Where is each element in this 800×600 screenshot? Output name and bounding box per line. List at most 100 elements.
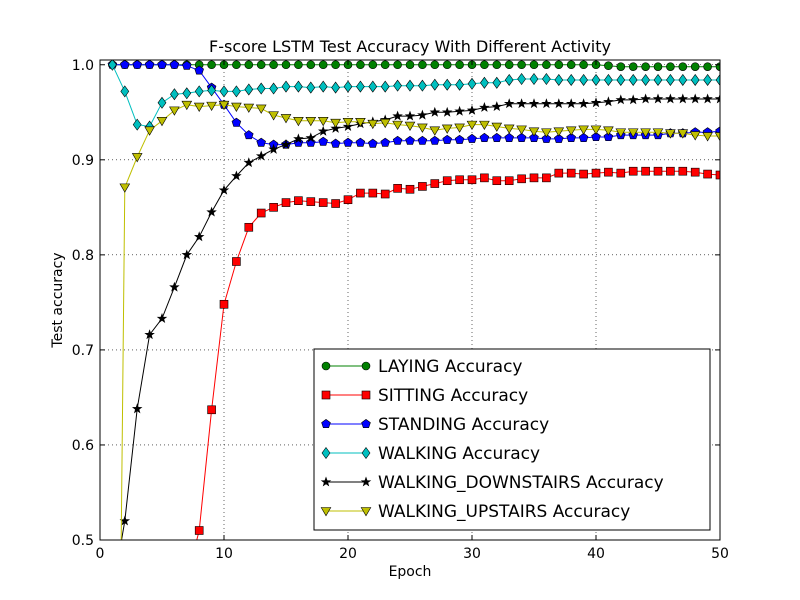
data-point bbox=[455, 175, 464, 185]
data-point bbox=[219, 299, 229, 309]
data-point bbox=[342, 117, 354, 128]
data-point bbox=[554, 168, 564, 178]
data-point bbox=[504, 60, 514, 70]
data-point bbox=[578, 98, 589, 109]
data-point bbox=[529, 173, 539, 183]
data-point bbox=[627, 128, 639, 138]
data-point bbox=[157, 60, 167, 69]
data-point bbox=[466, 120, 478, 131]
data-point bbox=[565, 98, 577, 109]
data-point bbox=[689, 131, 701, 141]
data-point bbox=[243, 157, 255, 168]
data-point bbox=[268, 143, 279, 154]
data-point bbox=[169, 281, 180, 292]
data-point bbox=[541, 98, 552, 109]
data-point bbox=[417, 135, 428, 145]
data-point bbox=[652, 93, 664, 104]
data-point bbox=[331, 199, 340, 208]
data-point bbox=[542, 72, 551, 86]
data-point bbox=[392, 135, 403, 145]
data-point bbox=[715, 170, 720, 180]
data-point bbox=[677, 129, 689, 139]
data-point bbox=[541, 133, 552, 143]
data-point bbox=[554, 60, 564, 70]
data-point bbox=[244, 83, 254, 96]
data-point bbox=[120, 85, 130, 98]
plot-frame bbox=[99, 59, 721, 541]
data-point bbox=[566, 132, 576, 142]
data-point bbox=[380, 60, 390, 70]
data-point bbox=[318, 60, 328, 70]
data-point bbox=[405, 60, 415, 70]
data-point bbox=[678, 166, 688, 176]
data-point bbox=[492, 60, 502, 70]
data-point bbox=[418, 182, 427, 191]
data-point bbox=[255, 150, 267, 161]
data-point bbox=[144, 329, 155, 340]
data-point bbox=[206, 101, 217, 112]
data-point bbox=[467, 133, 477, 143]
data-point bbox=[131, 403, 143, 414]
data-point bbox=[119, 183, 131, 193]
data-point bbox=[653, 62, 663, 71]
legend-marker bbox=[320, 507, 332, 517]
data-point bbox=[690, 167, 700, 177]
data-point bbox=[542, 60, 551, 70]
data-point bbox=[517, 60, 526, 70]
x-tick-label: 10 bbox=[215, 546, 233, 562]
data-point bbox=[504, 176, 514, 186]
data-point bbox=[318, 136, 328, 146]
data-point bbox=[367, 119, 379, 130]
data-point bbox=[504, 73, 514, 86]
data-point bbox=[615, 128, 627, 138]
data-point bbox=[380, 80, 390, 93]
data-point bbox=[393, 184, 402, 193]
data-point bbox=[356, 80, 365, 93]
data-point bbox=[405, 184, 415, 194]
data-point bbox=[404, 121, 416, 131]
data-point bbox=[528, 127, 540, 137]
data-point bbox=[479, 120, 490, 131]
data-point bbox=[331, 81, 340, 94]
data-point bbox=[566, 60, 576, 70]
data-point bbox=[640, 128, 651, 138]
legend-marker bbox=[361, 419, 371, 429]
data-point bbox=[368, 80, 378, 93]
series-6 bbox=[119, 100, 720, 540]
legend-marker bbox=[321, 446, 331, 460]
data-point bbox=[108, 60, 117, 71]
data-point bbox=[343, 195, 353, 205]
data-point bbox=[715, 73, 720, 86]
data-point bbox=[306, 60, 316, 70]
data-point bbox=[641, 62, 650, 71]
data-point bbox=[281, 60, 291, 70]
data-point bbox=[517, 174, 526, 184]
data-point bbox=[441, 106, 453, 117]
data-point bbox=[294, 196, 303, 205]
data-point bbox=[480, 76, 489, 89]
data-point bbox=[368, 188, 378, 198]
data-point bbox=[690, 62, 700, 71]
data-point bbox=[492, 76, 502, 89]
data-point bbox=[256, 60, 266, 70]
data-point bbox=[503, 124, 515, 134]
data-point bbox=[269, 203, 278, 212]
data-point bbox=[690, 73, 700, 86]
data-point bbox=[156, 313, 168, 324]
data-point bbox=[330, 138, 341, 148]
legend-marker bbox=[361, 361, 371, 371]
data-point bbox=[442, 176, 452, 186]
data-point bbox=[318, 80, 328, 93]
data-point bbox=[703, 62, 712, 71]
data-point bbox=[528, 98, 540, 109]
data-point bbox=[591, 168, 601, 178]
legend-marker bbox=[361, 390, 371, 400]
y-tick-label: 0.6 bbox=[72, 438, 94, 454]
data-point bbox=[467, 175, 477, 185]
series-4 bbox=[108, 60, 720, 133]
data-point bbox=[219, 85, 229, 98]
data-point bbox=[281, 80, 291, 93]
data-point bbox=[356, 188, 365, 198]
data-point bbox=[393, 79, 402, 92]
